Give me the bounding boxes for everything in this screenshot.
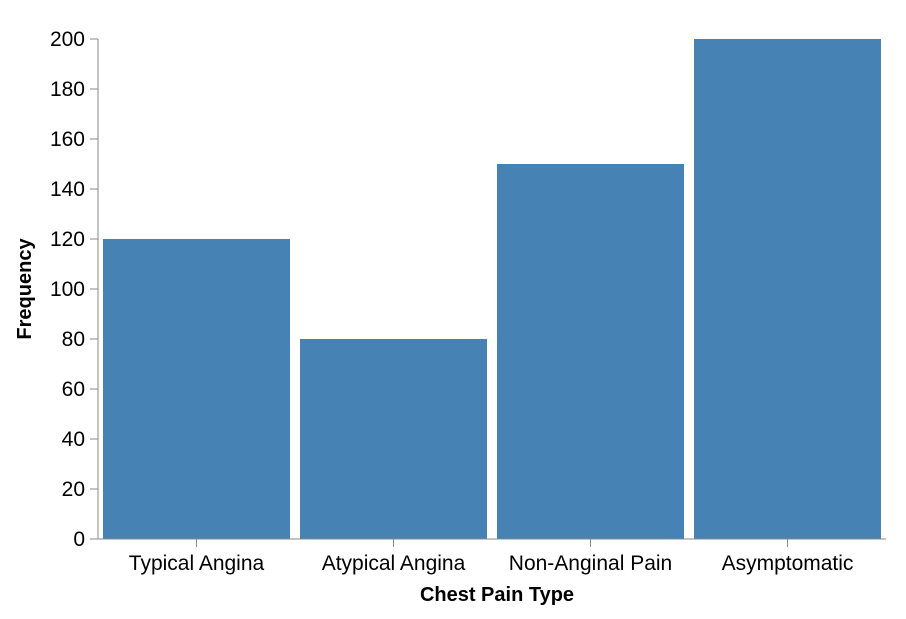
x-axis-title: Chest Pain Type	[420, 584, 574, 606]
y-tick-label: 100	[50, 278, 85, 301]
y-tick-label: 80	[62, 328, 85, 351]
x-tick-label: Asymptomatic	[722, 552, 854, 575]
y-axis: 0 20 40 60 80 100 120 140 160 180 200	[50, 28, 99, 551]
y-tick-label: 140	[50, 178, 85, 201]
y-tick-label: 160	[50, 128, 85, 151]
y-tick-label: 20	[62, 478, 85, 501]
x-tick-label: Typical Angina	[129, 552, 265, 575]
bars-layer	[103, 39, 881, 539]
bar-asymptomatic	[694, 39, 881, 539]
x-tick-label: Atypical Angina	[322, 552, 466, 575]
y-tick-label: 0	[73, 528, 85, 551]
y-axis-title: Frequency	[14, 238, 36, 340]
y-tick-label: 200	[50, 28, 85, 51]
y-tick-label: 40	[62, 428, 85, 451]
x-axis: Typical Angina Atypical Angina Non-Anginal…	[98, 538, 886, 575]
bar-non-anginal-pain	[497, 164, 684, 539]
x-tick-label: Non-Anginal Pain	[509, 552, 672, 575]
bar-typical-angina	[103, 239, 290, 539]
y-tick-label: 120	[50, 228, 85, 251]
y-tick-label: 180	[50, 78, 85, 101]
y-tick-label: 60	[62, 378, 85, 401]
bar-atypical-angina	[300, 339, 487, 539]
